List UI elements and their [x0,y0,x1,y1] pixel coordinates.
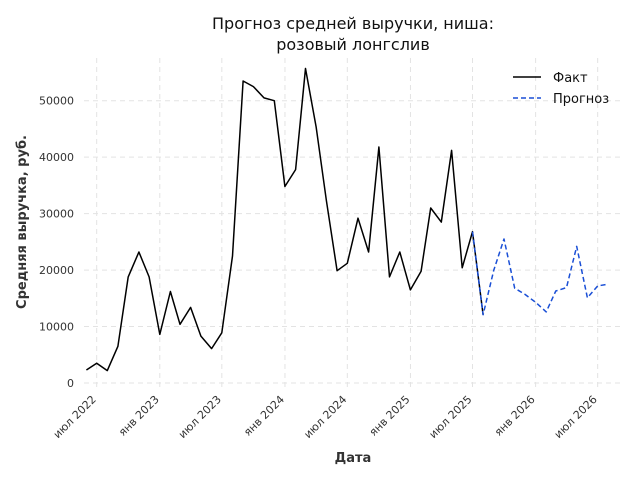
x-tick-label: июл 2023 [176,393,224,441]
chart-title-line-1: Прогноз средней выручки, ниша: [212,14,494,33]
x-axis-title: Дата [335,451,372,466]
x-tick-label: янв 2023 [116,393,162,439]
y-axis-ticks: 0 10000 20000 30000 40000 50000 [39,95,74,390]
x-tick-label: июл 2025 [427,393,475,441]
y-tick-label: 30000 [39,208,74,221]
x-tick-label: июл 2024 [301,393,349,441]
gridlines [84,58,622,390]
x-tick-label: июл 2026 [552,393,600,441]
legend-label-fact: Факт [553,71,588,86]
chart-title: Прогноз средней выручки, ниша: розовый л… [212,14,494,54]
x-tick-label: янв 2026 [492,393,538,439]
y-tick-label: 50000 [39,95,74,108]
series-line-forecast [471,231,609,316]
y-tick-label: 40000 [39,151,74,164]
x-tick-label: янв 2024 [241,393,287,439]
y-axis-title: Средняя выручка, руб. [15,135,30,309]
legend: Факт Прогноз [513,71,609,107]
legend-label-forecast: Прогноз [553,92,609,107]
y-tick-label: 0 [67,377,74,390]
y-tick-label: 10000 [39,321,74,334]
y-tick-label: 20000 [39,264,74,277]
chart-title-line-2: розовый лонгслив [276,35,430,54]
series-lines [85,67,609,372]
x-tick-label: июл 2022 [51,393,99,441]
x-tick-label: янв 2025 [367,393,413,439]
x-axis-ticks: июл 2022 янв 2023 июл 2023 янв 2024 июл 2024… [51,393,600,441]
